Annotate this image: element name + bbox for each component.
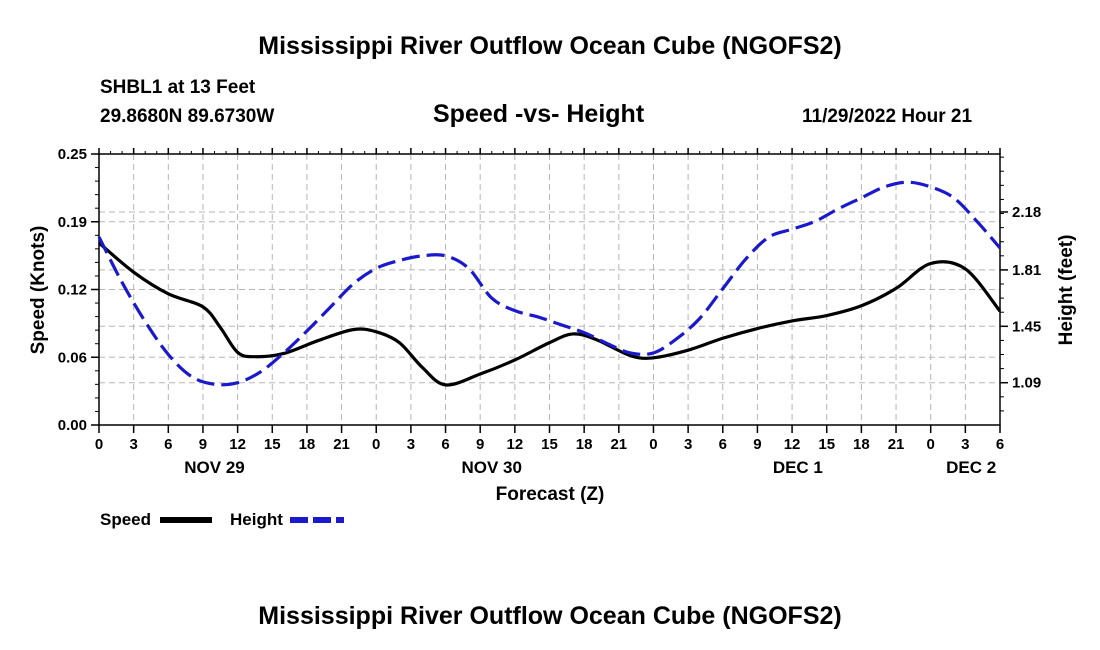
y2-tick-label: 1.45 xyxy=(1012,318,1041,335)
x-tick-label: 0 xyxy=(95,436,103,453)
station-label: SHBL1 at 13 Feet xyxy=(100,77,256,98)
x-tick-label: 6 xyxy=(719,436,727,453)
x-tick-label: 18 xyxy=(299,436,316,453)
station-coordinates: 29.8680N 89.6730W xyxy=(100,106,275,127)
legend-speed-label: Speed xyxy=(100,510,152,529)
x-tick-label: 18 xyxy=(576,436,593,453)
x-tick-label: 9 xyxy=(199,436,207,453)
legend-height-label: Height xyxy=(230,510,283,529)
x-tick-label: 6 xyxy=(164,436,172,453)
y-tick-label: 0.25 xyxy=(58,146,87,163)
page-title: Mississippi River Outflow Ocean Cube (NG… xyxy=(258,32,842,60)
x-tick-label: 6 xyxy=(441,436,449,453)
x-tick-label: 3 xyxy=(129,436,137,453)
plot-frame xyxy=(98,153,1001,426)
tick-labels: 0 3 6 9 12 15 18 21 0 3 6 9 12 15 18 21 0 3 6 9 12 15 18 21 0 3 6N… xyxy=(58,146,1041,477)
x-tick-label: 3 xyxy=(407,436,415,453)
grid-lines xyxy=(99,154,1000,425)
series-layer xyxy=(97,180,1002,387)
x-tick-label: 0 xyxy=(927,436,935,453)
x-tick-label: 9 xyxy=(753,436,761,453)
y2-tick-label: 1.81 xyxy=(1012,262,1041,279)
legend-height-swatch xyxy=(290,517,344,523)
day-label: NOV 30 xyxy=(462,458,522,477)
x-tick-label: 12 xyxy=(229,436,246,453)
x-tick-label: 15 xyxy=(264,436,281,453)
x-tick-label: 0 xyxy=(649,436,657,453)
y2-tick-label: 1.09 xyxy=(1012,375,1041,392)
forecast-timestamp: 11/29/2022 Hour 21 xyxy=(802,106,973,127)
y-tick-label: 0.19 xyxy=(58,214,87,231)
speed-height-chart: 0 3 6 9 12 15 18 21 0 3 6 9 12 15 18 21 0 3 6 9 12 15 18 21 0 3 6N… xyxy=(28,146,1077,505)
x-tick-label: 3 xyxy=(961,436,969,453)
legend-speed-swatch xyxy=(160,517,212,523)
x-axis-label: Forecast (Z) xyxy=(496,484,605,505)
x-tick-label: 3 xyxy=(684,436,692,453)
y-tick-label: 0.06 xyxy=(58,349,87,366)
x-tick-label: 0 xyxy=(372,436,380,453)
y2-axis-label: Height (feet) xyxy=(1056,235,1077,346)
x-tick-label: 12 xyxy=(784,436,801,453)
x-tick-label: 6 xyxy=(996,436,1004,453)
x-tick-label: 21 xyxy=(333,436,350,453)
day-label: DEC 2 xyxy=(946,458,996,477)
x-tick-label: 18 xyxy=(853,436,870,453)
chart-subtitle: Speed -vs- Height xyxy=(433,100,645,128)
footer-title: Mississippi River Outflow Ocean Cube (NG… xyxy=(258,602,842,630)
x-tick-label: 21 xyxy=(888,436,905,453)
axes xyxy=(91,148,1008,433)
x-tick-label: 15 xyxy=(541,436,558,453)
x-tick-label: 12 xyxy=(507,436,524,453)
series-line-height xyxy=(97,180,1002,387)
series-line-speed xyxy=(97,241,1002,387)
y-axis-label: Speed (Knots) xyxy=(28,226,49,355)
x-tick-label: 9 xyxy=(476,436,484,453)
day-label: DEC 1 xyxy=(773,458,823,477)
y-tick-label: 0.00 xyxy=(58,417,87,434)
x-tick-label: 21 xyxy=(610,436,627,453)
y2-tick-label: 2.18 xyxy=(1012,204,1041,221)
y-tick-label: 0.12 xyxy=(58,282,87,299)
day-label: NOV 29 xyxy=(184,458,244,477)
x-tick-label: 15 xyxy=(818,436,835,453)
